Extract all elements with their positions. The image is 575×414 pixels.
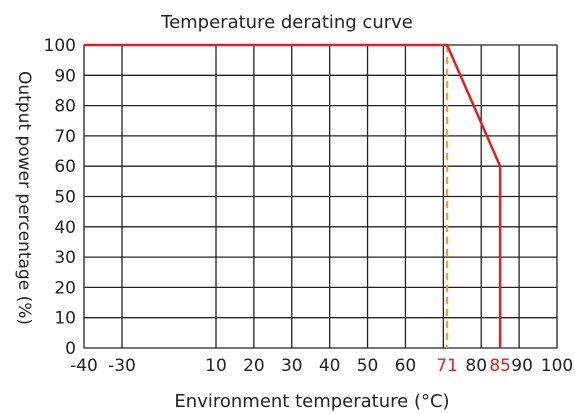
x-tick-labels: -40 -30 10 20 30 40 50 60 71 80 85 90 100 — [70, 356, 573, 376]
y-tick-label-80: 80 — [54, 97, 76, 117]
x-tick-label-10: 10 — [205, 356, 227, 376]
y-tick-label-10: 10 — [54, 309, 76, 329]
y-tick-label-20: 20 — [54, 278, 76, 298]
x-tick-label-20: 20 — [243, 356, 265, 376]
y-tick-label-70: 70 — [54, 127, 76, 147]
x-tick-label-50: 50 — [357, 356, 379, 376]
x-tick-label-60: 60 — [395, 356, 417, 376]
y-tick-label-50: 50 — [54, 188, 76, 208]
x-tick-label-30: 30 — [281, 356, 303, 376]
grid — [83, 44, 558, 349]
x-tick-label--30: -30 — [108, 356, 136, 376]
y-tick-label-90: 90 — [54, 66, 76, 86]
chart-title: Temperature derating curve — [160, 12, 413, 33]
y-tick-label-60: 60 — [54, 157, 76, 177]
x-tick-label-71: 71 — [436, 356, 458, 376]
x-tick-label-40: 40 — [319, 356, 341, 376]
derating-curve — [84, 43, 502, 348]
y-tick-label-0: 0 — [65, 339, 76, 359]
x-tick-label-100: 100 — [541, 356, 573, 376]
x-axis-label: Environment temperature (°C) — [174, 391, 449, 412]
x-tick-label--40: -40 — [70, 356, 98, 376]
x-tick-label-85: 85 — [489, 356, 511, 376]
x-tick-label-80: 80 — [465, 356, 487, 376]
x-tick-label-90: 90 — [511, 356, 533, 376]
series-layer — [84, 43, 502, 348]
y-tick-label-30: 30 — [54, 248, 76, 268]
y-axis-label: Output power percentage (%) — [14, 71, 34, 325]
y-tick-label-100: 100 — [44, 36, 76, 56]
y-tick-label-40: 40 — [54, 218, 76, 238]
y-tick-labels: 0 10 20 30 40 50 60 70 80 90 100 — [44, 36, 76, 359]
